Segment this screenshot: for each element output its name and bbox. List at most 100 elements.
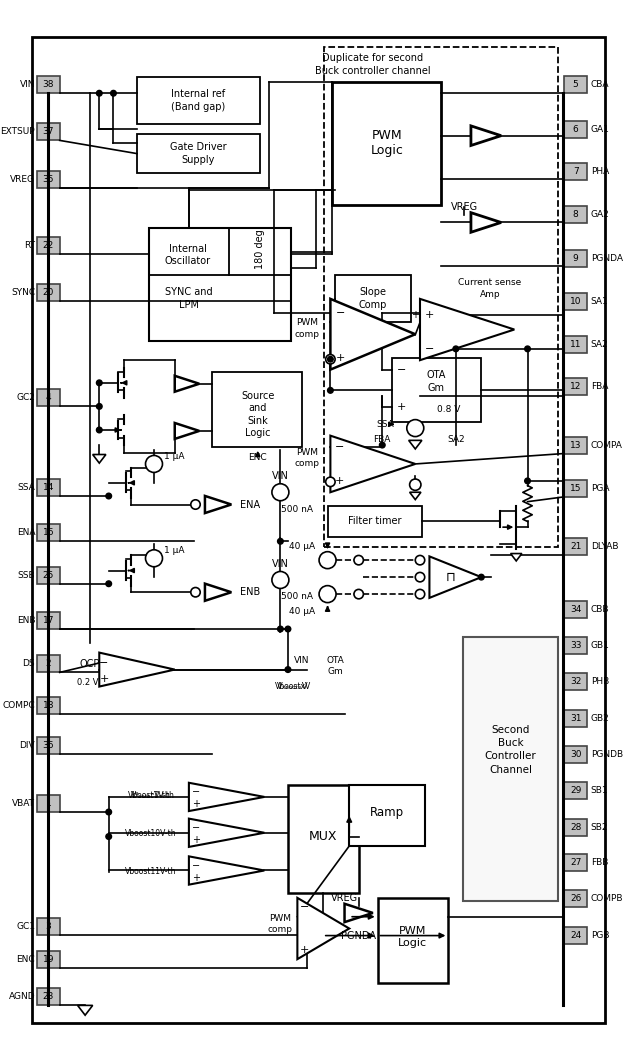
Text: −: − bbox=[425, 344, 434, 354]
Text: SSA: SSA bbox=[377, 419, 394, 429]
Text: 12: 12 bbox=[570, 382, 582, 391]
Text: 7: 7 bbox=[573, 167, 578, 176]
Text: −: − bbox=[396, 364, 406, 375]
Circle shape bbox=[96, 427, 102, 433]
Circle shape bbox=[354, 555, 364, 564]
Text: 15: 15 bbox=[570, 484, 582, 493]
Text: Logic: Logic bbox=[398, 938, 427, 948]
Text: SA2: SA2 bbox=[447, 435, 464, 444]
Text: −: − bbox=[100, 658, 109, 668]
Text: Gm: Gm bbox=[428, 383, 444, 394]
Polygon shape bbox=[175, 376, 199, 392]
Text: 32: 32 bbox=[570, 678, 582, 686]
Circle shape bbox=[277, 626, 283, 632]
Circle shape bbox=[272, 484, 289, 501]
Circle shape bbox=[525, 478, 530, 484]
Text: COMPA: COMPA bbox=[591, 441, 623, 450]
Polygon shape bbox=[175, 423, 199, 438]
Text: +: + bbox=[300, 945, 310, 955]
Text: +: + bbox=[425, 310, 434, 320]
Text: PHB: PHB bbox=[591, 678, 609, 686]
Text: OTA: OTA bbox=[326, 656, 344, 665]
Polygon shape bbox=[189, 783, 264, 811]
Text: GB2: GB2 bbox=[591, 714, 610, 723]
Bar bbox=[564, 480, 587, 497]
Text: 9: 9 bbox=[573, 254, 578, 263]
Text: 31: 31 bbox=[570, 714, 582, 723]
Text: VREG: VREG bbox=[10, 175, 35, 183]
Bar bbox=[564, 436, 587, 453]
Text: and: and bbox=[249, 403, 267, 413]
Circle shape bbox=[453, 346, 459, 352]
Text: 36: 36 bbox=[43, 740, 54, 750]
Text: 19: 19 bbox=[43, 954, 54, 964]
Bar bbox=[564, 819, 587, 836]
Bar bbox=[288, 785, 359, 893]
Polygon shape bbox=[297, 898, 349, 959]
Text: Comp: Comp bbox=[359, 301, 387, 310]
Text: VBAT: VBAT bbox=[12, 800, 35, 808]
Circle shape bbox=[106, 493, 111, 499]
Text: DIV: DIV bbox=[19, 740, 35, 750]
Text: ENA: ENA bbox=[17, 528, 35, 537]
Text: OCP: OCP bbox=[80, 659, 100, 669]
Text: VIN: VIN bbox=[19, 80, 35, 89]
Text: Sink: Sink bbox=[247, 415, 268, 426]
Circle shape bbox=[145, 550, 163, 567]
Bar bbox=[564, 927, 587, 944]
Polygon shape bbox=[331, 299, 415, 370]
Circle shape bbox=[277, 538, 283, 544]
Text: 40 μA: 40 μA bbox=[289, 607, 315, 615]
Text: Buck: Buck bbox=[498, 738, 523, 748]
Text: SSA: SSA bbox=[18, 483, 35, 492]
Text: VREG: VREG bbox=[331, 893, 358, 903]
Text: ENA: ENA bbox=[240, 500, 260, 509]
Text: GA1: GA1 bbox=[591, 125, 610, 133]
Text: EXTSUP: EXTSUP bbox=[1, 127, 35, 137]
Text: PHA: PHA bbox=[591, 167, 609, 176]
Text: −: − bbox=[300, 902, 310, 912]
Text: −: − bbox=[192, 861, 200, 870]
Text: Vboost10V-th: Vboost10V-th bbox=[125, 829, 177, 839]
Text: 0.8 V: 0.8 V bbox=[436, 405, 460, 414]
Text: VIN: VIN bbox=[272, 559, 289, 569]
Bar bbox=[37, 612, 59, 629]
Circle shape bbox=[285, 667, 290, 672]
Text: CBA: CBA bbox=[591, 80, 609, 89]
Bar bbox=[37, 236, 59, 253]
Text: (Band gap): (Band gap) bbox=[171, 103, 225, 112]
Text: comp: comp bbox=[268, 926, 293, 934]
Bar bbox=[564, 674, 587, 690]
Text: Vboost11V-th: Vboost11V-th bbox=[125, 867, 177, 876]
Circle shape bbox=[191, 500, 200, 509]
Bar bbox=[37, 656, 59, 672]
Text: 3: 3 bbox=[46, 921, 51, 931]
Circle shape bbox=[96, 380, 102, 385]
Bar bbox=[564, 782, 587, 798]
Text: 24: 24 bbox=[570, 931, 582, 940]
Circle shape bbox=[525, 346, 530, 352]
Text: FBA: FBA bbox=[374, 435, 391, 444]
Bar bbox=[349, 785, 424, 846]
Text: 16: 16 bbox=[43, 528, 54, 537]
Text: SA1: SA1 bbox=[591, 298, 608, 306]
Circle shape bbox=[327, 357, 333, 362]
Circle shape bbox=[319, 552, 336, 569]
Text: PGNDB: PGNDB bbox=[591, 750, 623, 759]
Bar bbox=[37, 390, 59, 407]
Text: FBA: FBA bbox=[591, 382, 608, 391]
Bar bbox=[37, 284, 59, 301]
Polygon shape bbox=[189, 857, 264, 884]
Text: 4: 4 bbox=[46, 393, 51, 402]
Text: −: − bbox=[192, 823, 200, 833]
Bar bbox=[137, 77, 260, 124]
Text: 23: 23 bbox=[43, 992, 54, 1002]
Text: GA2: GA2 bbox=[591, 211, 610, 219]
Bar bbox=[37, 567, 59, 584]
Text: 8: 8 bbox=[573, 211, 578, 219]
Text: Slope: Slope bbox=[359, 287, 386, 298]
Text: ENB: ENB bbox=[240, 588, 260, 597]
Text: 28: 28 bbox=[570, 823, 582, 831]
Text: 17: 17 bbox=[43, 616, 54, 625]
Polygon shape bbox=[420, 299, 515, 360]
